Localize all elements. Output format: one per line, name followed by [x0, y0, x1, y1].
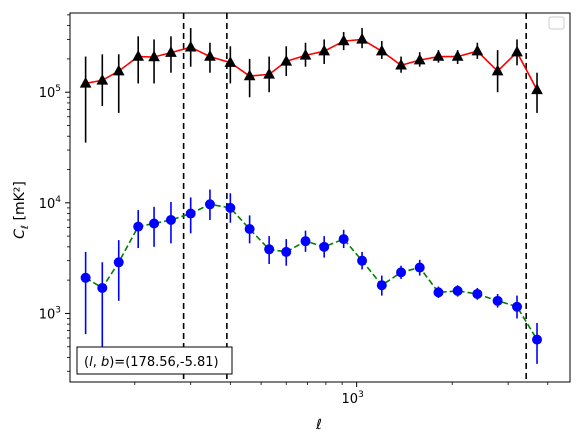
circle-marker — [204, 199, 215, 210]
circle-marker — [338, 234, 349, 245]
circle-marker — [300, 236, 311, 247]
circle-marker — [149, 218, 160, 229]
y-axis-label: Cℓ [mK²] — [12, 181, 31, 239]
circle-marker — [80, 272, 91, 283]
triangle-marker — [318, 44, 331, 56]
triangle-marker — [165, 46, 177, 57]
circle-marker — [532, 334, 543, 345]
triangle-marker — [148, 50, 160, 62]
triangle-marker — [395, 58, 407, 70]
circle-marker — [97, 282, 108, 293]
circle-marker — [452, 285, 463, 296]
triangle-marker — [224, 56, 237, 67]
x-tick-label: 103 — [342, 390, 364, 407]
circle-marker — [396, 267, 407, 278]
triangle-marker — [375, 44, 388, 56]
legend-box — [548, 16, 565, 30]
annotation-box — [76, 346, 233, 375]
triangle-marker — [204, 50, 216, 61]
triangle-marker — [243, 69, 256, 81]
triangle-marker — [491, 64, 504, 76]
triangle-marker — [96, 73, 109, 85]
y-tick-label: 104 — [39, 195, 62, 212]
triangle-marker — [413, 53, 426, 65]
triangle-marker — [79, 76, 92, 88]
triangle-marker — [356, 32, 368, 44]
y-tick-label: 103 — [39, 305, 61, 322]
triangle-marker — [263, 67, 275, 79]
triangle-marker — [511, 45, 523, 57]
triangle-marker — [132, 50, 145, 61]
triangle-marker — [280, 54, 293, 66]
plot-frame — [69, 12, 571, 383]
circle-marker — [414, 262, 425, 273]
markers — [79, 32, 543, 345]
circle-marker — [433, 287, 444, 298]
triangle-marker — [299, 48, 312, 60]
circle-marker — [113, 257, 124, 268]
y-tick-label: 105 — [39, 84, 61, 101]
circle-marker — [472, 288, 483, 299]
annotation: (l, b)=(178.56,-5.81) — [76, 346, 233, 375]
triangle-marker — [471, 44, 484, 56]
triangle-marker — [531, 83, 543, 95]
annotation-text: (l, b)=(178.56,-5.81) — [84, 355, 219, 370]
vertical-lines — [182, 13, 527, 382]
triangle-marker — [184, 40, 197, 52]
triangle-marker — [337, 34, 350, 46]
circle-marker — [357, 255, 368, 266]
circle-marker — [133, 221, 144, 232]
circle-marker — [165, 214, 176, 225]
circle-marker — [376, 280, 387, 291]
circle-marker — [264, 244, 275, 255]
legend — [548, 16, 565, 30]
circle-marker — [512, 301, 523, 312]
circle-marker — [225, 202, 236, 213]
circle-marker — [185, 208, 196, 219]
triangle-marker — [432, 50, 445, 61]
circle-marker — [492, 295, 503, 306]
triangle-marker — [451, 50, 464, 61]
triangle-marker — [112, 64, 125, 76]
x-axis-label: ℓ — [315, 417, 322, 433]
circle-marker — [281, 246, 292, 257]
circle-marker — [319, 241, 330, 252]
circle-marker — [244, 223, 255, 234]
